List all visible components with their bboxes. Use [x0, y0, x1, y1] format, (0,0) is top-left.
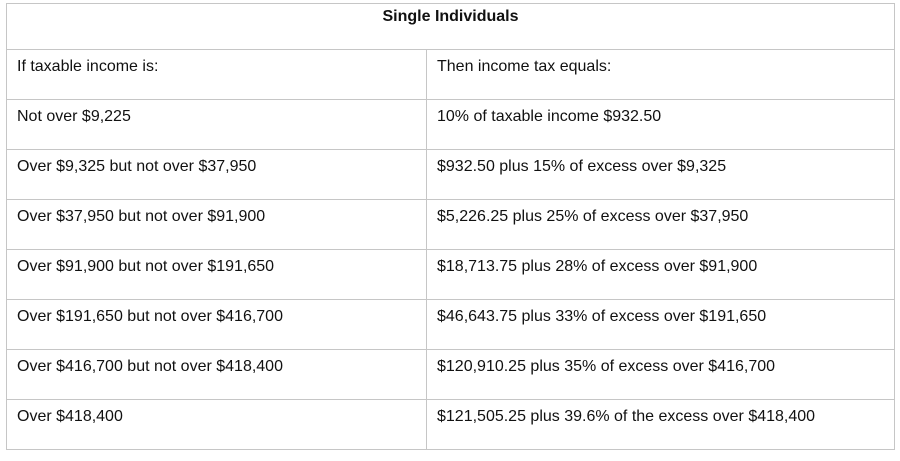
- income-tax-cell: $5,226.25 plus 25% of excess over $37,95…: [426, 199, 895, 250]
- taxable-income-cell: Over $9,325 but not over $37,950: [6, 149, 427, 200]
- income-tax-cell: $46,643.75 plus 33% of excess over $191,…: [426, 299, 895, 350]
- table-row: Over $191,650 but not over $416,700 $46,…: [6, 299, 895, 350]
- table-title: Single Individuals: [6, 3, 895, 50]
- income-tax-cell: $120,910.25 plus 35% of excess over $416…: [426, 349, 895, 400]
- income-tax-cell: 10% of taxable income $932.50: [426, 99, 895, 150]
- income-tax-cell: $121,505.25 plus 39.6% of the excess ove…: [426, 399, 895, 450]
- table-row: Over $416,700 but not over $418,400 $120…: [6, 349, 895, 400]
- table-row: Over $91,900 but not over $191,650 $18,7…: [6, 249, 895, 300]
- table-row: Over $9,325 but not over $37,950 $932.50…: [6, 149, 895, 200]
- table-title-row: Single Individuals: [6, 3, 895, 50]
- taxable-income-cell: Over $418,400: [6, 399, 427, 450]
- table-row: Over $418,400 $121,505.25 plus 39.6% of …: [6, 399, 895, 450]
- income-tax-cell: $932.50 plus 15% of excess over $9,325: [426, 149, 895, 200]
- income-tax-cell: $18,713.75 plus 28% of excess over $91,9…: [426, 249, 895, 300]
- taxable-income-cell: Over $91,900 but not over $191,650: [6, 249, 427, 300]
- column-header-taxable-income: If taxable income is:: [6, 49, 427, 100]
- tax-bracket-table: Single Individuals If taxable income is:…: [6, 3, 895, 450]
- table-row: Over $37,950 but not over $91,900 $5,226…: [6, 199, 895, 250]
- taxable-income-cell: Over $37,950 but not over $91,900: [6, 199, 427, 250]
- taxable-income-cell: Not over $9,225: [6, 99, 427, 150]
- taxable-income-cell: Over $191,650 but not over $416,700: [6, 299, 427, 350]
- taxable-income-cell: Over $416,700 but not over $418,400: [6, 349, 427, 400]
- table-row: Not over $9,225 10% of taxable income $9…: [6, 99, 895, 150]
- column-header-income-tax: Then income tax equals:: [426, 49, 895, 100]
- table-header-row: If taxable income is: Then income tax eq…: [6, 49, 895, 100]
- tax-table-container: Single Individuals If taxable income is:…: [6, 3, 895, 450]
